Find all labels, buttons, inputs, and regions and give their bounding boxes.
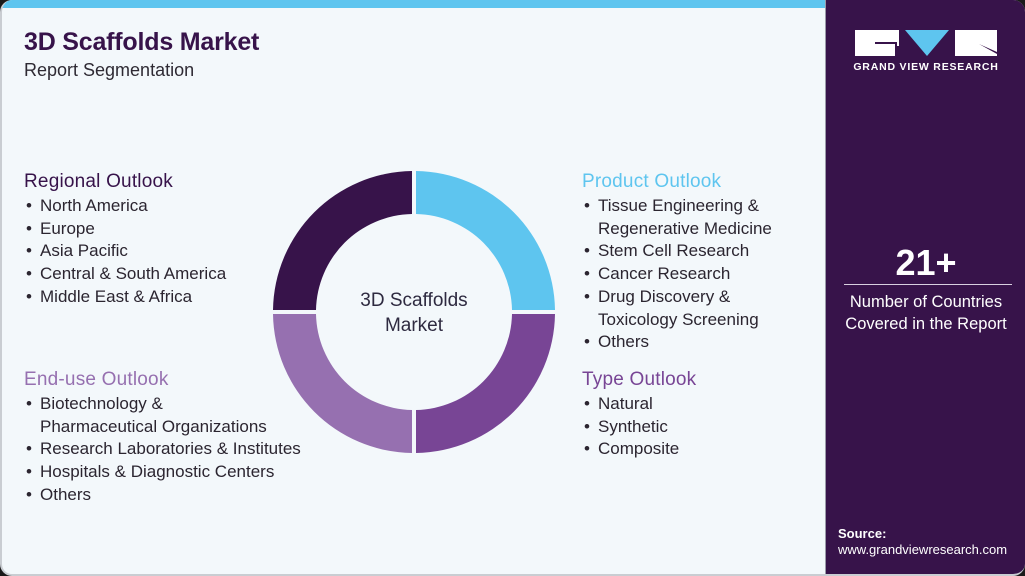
list-item: North America — [24, 195, 226, 218]
stat-description: Number of Countries Covered in the Repor… — [825, 291, 1025, 335]
type-list: Natural Synthetic Composite — [582, 393, 696, 461]
list-item: Stem Cell Research — [582, 240, 772, 263]
list-item: Others — [24, 484, 301, 507]
product-list: Tissue Engineering & Regenerative Medici… — [582, 195, 772, 354]
page-title: 3D Scaffolds Market — [24, 28, 260, 56]
list-item: Middle East & Africa — [24, 286, 226, 309]
list-item: Others — [582, 331, 772, 354]
enduse-list: Biotechnology & Pharmaceutical Organizat… — [24, 393, 301, 507]
donut-center-line: Market — [384, 315, 444, 336]
page-subtitle: Report Segmentation — [24, 60, 195, 80]
list-item-line: Toxicology Screening — [598, 309, 759, 329]
donut-segment-type — [416, 314, 555, 453]
brand-name: GRAND VIEW RESEARCH — [853, 61, 999, 73]
grand-view-research-logo-icon — [855, 30, 997, 56]
enduse-outlook-section: End-use Outlook Biotechnology & Pharmace… — [24, 369, 301, 507]
section-title: Type Outlook — [582, 369, 697, 390]
regional-list: North America Europe Asia Pacific Centra… — [24, 195, 226, 309]
source-label: Source: — [838, 526, 887, 541]
donut-center-label: 3D Scaffolds Market — [314, 288, 514, 338]
section-title: End-use Outlook — [24, 369, 169, 390]
stat-description-line: Number of Countries — [849, 293, 1003, 311]
list-item: Tissue Engineering & Regenerative Medici… — [582, 195, 772, 240]
list-item: Synthetic — [582, 416, 696, 439]
donut-center-line: 3D Scaffolds — [360, 290, 468, 311]
donut-segment-product — [416, 171, 555, 310]
list-item-line: Tissue Engineering & — [598, 196, 759, 215]
stat-divider — [844, 284, 1012, 285]
donut-segment-enduse — [273, 314, 412, 453]
list-item: Europe — [24, 218, 226, 241]
list-item-line: Biotechnology & — [40, 394, 163, 413]
list-item-line: Regenerative Medicine — [598, 218, 772, 238]
segmentation-donut-chart — [273, 171, 555, 453]
type-outlook-section: Type Outlook Natural Synthetic Composite — [582, 369, 696, 461]
list-item: Composite — [582, 438, 696, 461]
list-item: Hospitals & Diagnostic Centers — [24, 461, 301, 484]
list-item: Asia Pacific — [24, 240, 226, 263]
regional-outlook-section: Regional Outlook North America Europe As… — [24, 171, 226, 309]
list-item: Biotechnology & Pharmaceutical Organizat… — [24, 393, 301, 438]
stat-value: 21+ — [895, 242, 957, 283]
list-item: Drug Discovery & Toxicology Screening — [582, 286, 772, 331]
list-item: Research Laboratories & Institutes — [24, 438, 301, 461]
donut-segment-regional — [273, 171, 412, 310]
list-item: Cancer Research — [582, 263, 772, 286]
sidebar-panel — [825, 0, 1025, 574]
list-item: Central & South America — [24, 263, 226, 286]
section-title: Product Outlook — [582, 171, 722, 192]
list-item-line: Drug Discovery & — [598, 286, 731, 306]
stat-description-line: Covered in the Report — [845, 315, 1007, 333]
top-accent-bar — [2, 0, 825, 8]
product-outlook-section: Product Outlook Tissue Engineering & Reg… — [582, 171, 772, 354]
list-item-line: Pharmaceutical Organizations — [40, 416, 267, 436]
list-item: Natural — [582, 393, 696, 416]
section-title: Regional Outlook — [24, 171, 173, 192]
source-link[interactable]: www.grandviewresearch.com — [838, 542, 1008, 557]
